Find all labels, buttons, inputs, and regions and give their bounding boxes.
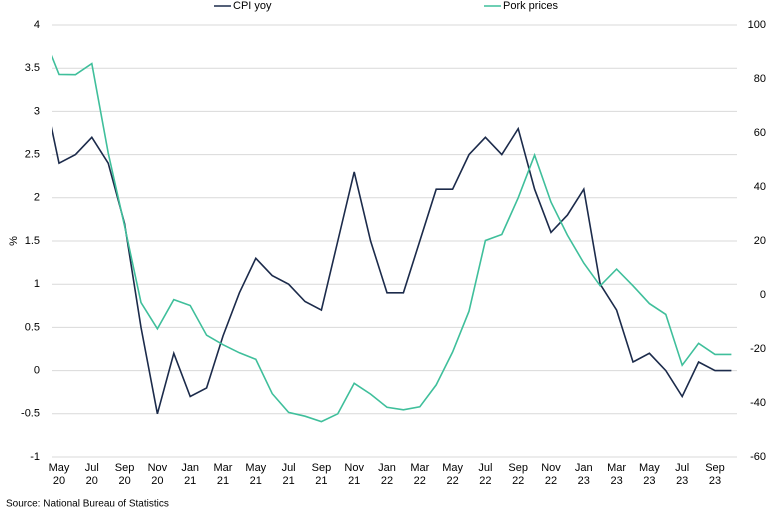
y-tick-label: 2 <box>34 192 40 204</box>
y2-tick-label: -20 <box>750 343 766 355</box>
y2-tick-label: 100 <box>748 19 766 31</box>
x-tick-label: Jan 23 <box>575 462 593 487</box>
x-tick-label: Mar 22 <box>410 462 429 487</box>
x-tick-label: Sep 20 <box>115 462 135 487</box>
y-tick-label: 2.5 <box>25 149 40 161</box>
series-line <box>52 126 732 415</box>
y-tick-label: 4 <box>34 19 40 31</box>
source: Source: National Bureau of Statistics <box>6 499 169 510</box>
x-tick-label: Jul 20 <box>85 462 99 487</box>
y2-tick-label: 20 <box>754 235 766 247</box>
x-tick-label: Jan 22 <box>378 462 396 487</box>
x-tick-label: Jul 23 <box>675 462 689 487</box>
x-tick-label: Jul 21 <box>282 462 296 487</box>
x-tick-label: Sep 23 <box>705 462 725 487</box>
legend-label: Pork prices <box>503 0 559 12</box>
x-tick-label: Mar 23 <box>607 462 626 487</box>
x-tick-label: May 21 <box>245 462 266 487</box>
y-tick-label: -0.5 <box>21 408 40 420</box>
legend-label: CPI yoy <box>233 0 272 12</box>
y-axis-label: % <box>8 236 20 246</box>
x-tick-label: Nov 20 <box>148 462 168 487</box>
y-tick-label: 1.5 <box>25 235 40 247</box>
y-tick-label: 0 <box>34 365 40 377</box>
y2-tick-label: -60 <box>750 451 766 463</box>
y2-tick-label: 0 <box>760 289 766 301</box>
x-tick-label: Nov 21 <box>344 462 364 487</box>
y-tick-label: -1 <box>30 451 40 463</box>
x-tick-label: May 23 <box>639 462 660 487</box>
x-tick-label: Sep 22 <box>508 462 528 487</box>
x-tick-label: Jan 21 <box>181 462 199 487</box>
y2-tick-label: 80 <box>754 73 766 85</box>
y2-tick-label: 60 <box>754 127 766 139</box>
x-tick-label: Mar 21 <box>214 462 233 487</box>
y-tick-label: 1 <box>34 278 40 290</box>
x-tick-label: Jul 22 <box>478 462 492 487</box>
y2-tick-label: 40 <box>754 181 766 193</box>
y-tick-label: 3.5 <box>25 62 40 74</box>
x-tick-label: May 22 <box>442 462 463 487</box>
series-line <box>52 54 732 423</box>
y-tick-label: 3 <box>34 105 40 117</box>
y2-tick-label: -40 <box>750 397 766 409</box>
y-tick-label: 0.5 <box>25 321 40 333</box>
x-tick-label: Nov 22 <box>541 462 561 487</box>
x-tick-label: Sep 21 <box>312 462 332 487</box>
x-tick-label: May 20 <box>49 462 70 487</box>
